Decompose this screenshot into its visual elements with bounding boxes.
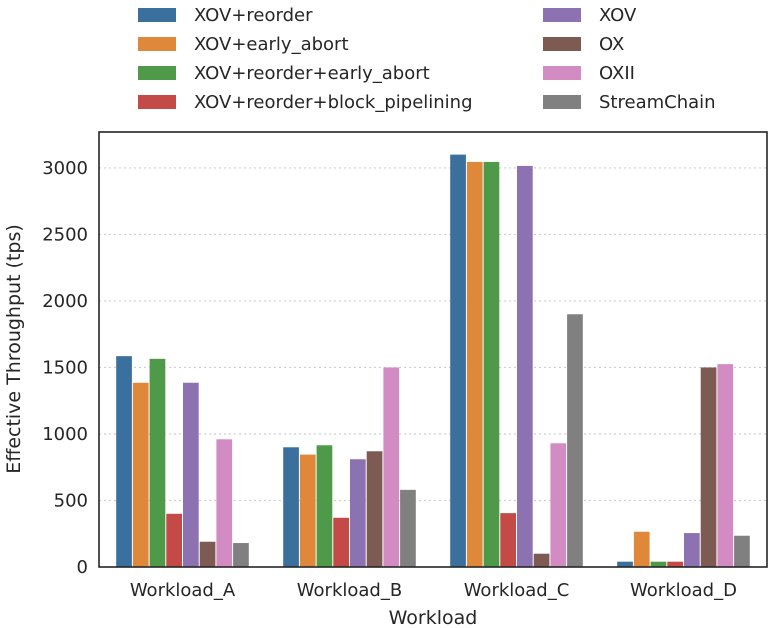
- bar: [183, 382, 199, 567]
- legend-swatch: [138, 8, 176, 22]
- bar: [350, 459, 366, 567]
- legend-swatch: [543, 8, 581, 22]
- x-axis-ticks: Workload_A Workload_B Workload_C Workload_D: [130, 580, 737, 601]
- legend-swatch: [543, 37, 581, 51]
- plot-frame: [98, 131, 768, 568]
- legend-label: XOV+early_abort: [194, 34, 349, 55]
- legend-swatch: [138, 95, 176, 109]
- bar: [483, 161, 500, 567]
- bar: [366, 451, 383, 567]
- bar: [299, 454, 316, 567]
- bar: [533, 553, 550, 567]
- bar: [316, 445, 333, 567]
- bar: [667, 561, 683, 567]
- y-tick-label: 1000: [42, 424, 88, 445]
- bar: [700, 367, 717, 567]
- legend-swatch: [138, 37, 176, 51]
- x-tick-label: Workload_D: [630, 580, 737, 601]
- bars: [116, 154, 750, 568]
- legend-swatch: [543, 66, 581, 80]
- y-tick-label: 2000: [42, 291, 88, 312]
- bar: [650, 561, 667, 567]
- x-tick-label: Workload_A: [130, 580, 236, 601]
- legend-swatch: [138, 66, 176, 80]
- bar: [567, 314, 583, 567]
- y-axis-ticks: 0 500 1000 1500 2000 2500 3000: [42, 158, 88, 578]
- y-tick-label: 0: [77, 557, 88, 578]
- bar: [149, 358, 166, 567]
- bar: [450, 154, 466, 567]
- bar: [166, 513, 182, 567]
- legend-label: StreamChain: [599, 92, 716, 113]
- bar: [466, 161, 483, 567]
- bar: [333, 517, 349, 567]
- bar: [734, 535, 750, 567]
- legend-swatch: [543, 95, 581, 109]
- legend-label: XOV+reorder: [194, 5, 313, 26]
- bar: [684, 533, 700, 567]
- bar: [633, 531, 650, 567]
- bar: [116, 356, 132, 567]
- x-axis-label: Workload: [389, 607, 478, 628]
- y-tick-label: 1500: [42, 357, 88, 378]
- y-tick-label: 3000: [42, 158, 88, 179]
- legend-label: OX: [599, 34, 624, 55]
- x-tick-label: Workload_B: [297, 580, 402, 601]
- bar: [617, 561, 633, 567]
- bar: [500, 513, 516, 567]
- legend: XOV+reorder XOV+early_abort XOV+reorder+ea…: [138, 5, 716, 113]
- legend-label: XOV+reorder+early_abort: [194, 63, 430, 84]
- bar: [717, 364, 734, 567]
- bar: [550, 443, 567, 567]
- bar: [233, 543, 249, 567]
- bar: [400, 489, 416, 567]
- bar: [383, 367, 400, 567]
- bar: [216, 439, 233, 567]
- legend-label: XOV: [599, 5, 637, 26]
- legend-label: OXII: [599, 63, 635, 84]
- grid-lines: [99, 167, 767, 502]
- bar: [517, 165, 533, 568]
- x-tick-label: Workload_C: [464, 580, 570, 601]
- y-tick-label: 500: [54, 490, 88, 511]
- y-tick-label: 2500: [42, 224, 88, 245]
- bar: [132, 382, 149, 567]
- legend-label: XOV+reorder+block_pipelining: [194, 92, 473, 113]
- bar: [199, 541, 216, 567]
- bar: [283, 447, 299, 567]
- y-axis-label: Effective Throughput (tps): [3, 224, 25, 474]
